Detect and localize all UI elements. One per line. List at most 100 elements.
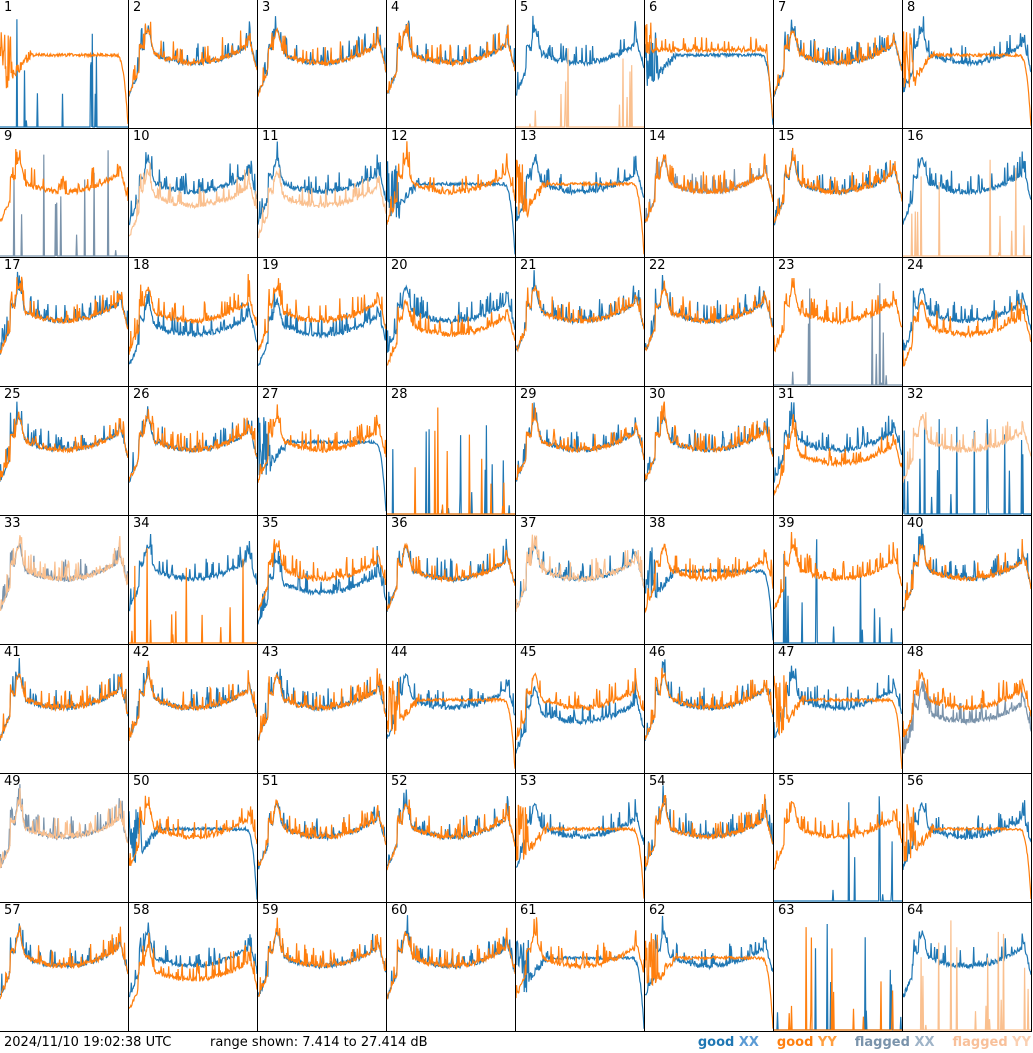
panel-number: 2 bbox=[133, 0, 142, 15]
spectrum-panel-5: 5 bbox=[516, 0, 645, 129]
spectrum-panel-21: 21 bbox=[516, 258, 645, 387]
series-yy-line bbox=[0, 925, 128, 1000]
series-yy-line bbox=[645, 22, 773, 119]
series-xx-line bbox=[387, 672, 515, 739]
series-yy-line bbox=[516, 159, 644, 255]
spectrum-plot bbox=[903, 287, 1031, 367]
panel-number: 48 bbox=[907, 645, 924, 660]
panel-number: 34 bbox=[133, 516, 150, 531]
spectrum-panel-29: 29 bbox=[516, 387, 645, 516]
panel-number: 40 bbox=[907, 516, 924, 531]
panel-number: 46 bbox=[649, 645, 666, 660]
series-xx-line bbox=[387, 789, 515, 867]
spectrum-plot bbox=[774, 531, 902, 644]
spectrum-plot bbox=[645, 915, 773, 1029]
spectrum-plot bbox=[129, 406, 257, 483]
spectrum-plot bbox=[516, 667, 644, 754]
series-yy-line bbox=[516, 284, 644, 353]
spectrum-plot bbox=[903, 920, 1031, 1031]
series-yy-line bbox=[129, 273, 257, 355]
spectrum-panel-27: 27 bbox=[258, 387, 387, 516]
panel-number: 32 bbox=[907, 387, 924, 402]
spectrum-plot bbox=[903, 151, 1031, 257]
spectrum-panel-63: 63 bbox=[774, 903, 903, 1032]
panel-number: 47 bbox=[778, 645, 795, 660]
series-yy-line bbox=[903, 31, 1031, 126]
spectrum-plot bbox=[258, 16, 386, 97]
spectrum-panel-53: 53 bbox=[516, 774, 645, 903]
series-yy-line bbox=[0, 411, 128, 481]
series-xx-line bbox=[516, 154, 644, 222]
spectrum-panel-61: 61 bbox=[516, 903, 645, 1032]
spectrum-panel-47: 47 bbox=[774, 645, 903, 774]
spectrum-panel-31: 31 bbox=[774, 387, 903, 516]
panel-number: 55 bbox=[778, 774, 795, 789]
spectrum-plot bbox=[774, 796, 902, 902]
spectrum-panel-60: 60 bbox=[387, 903, 516, 1032]
spectrum-panel-49: 49 bbox=[0, 774, 129, 903]
series-xx-line bbox=[258, 668, 386, 741]
series-yy-line bbox=[129, 795, 257, 866]
spectrum-panel-32: 32 bbox=[903, 387, 1032, 516]
series-yy-line bbox=[903, 804, 1031, 900]
panel-number: 63 bbox=[778, 903, 795, 918]
spectrum-panel-24: 24 bbox=[903, 258, 1032, 387]
panel-number: 4 bbox=[391, 0, 400, 15]
series-yy-line bbox=[387, 22, 515, 94]
panel-number: 1 bbox=[4, 0, 13, 15]
series-xx-line bbox=[903, 528, 1031, 611]
series-xx-line bbox=[903, 930, 1031, 998]
series-xx-line bbox=[645, 659, 773, 742]
panel-number: 26 bbox=[133, 387, 150, 402]
series-yy-line bbox=[774, 531, 902, 610]
spectrum-plot bbox=[129, 533, 257, 644]
spectrum-panel-38: 38 bbox=[645, 516, 774, 645]
series-xx-line bbox=[774, 539, 902, 644]
series-yy-line bbox=[258, 799, 386, 866]
series-yy-line bbox=[387, 678, 515, 769]
series-yy-line bbox=[0, 788, 128, 869]
panel-number: 19 bbox=[262, 258, 279, 273]
spectrum-plot bbox=[258, 404, 386, 512]
legend-flagged-xx: flagged XX bbox=[855, 1033, 935, 1053]
series-yy-line bbox=[258, 539, 386, 611]
spectrum-panel-45: 45 bbox=[516, 645, 645, 774]
series-xx-line bbox=[0, 19, 128, 128]
spectrum-panel-4: 4 bbox=[387, 0, 516, 129]
spectrum-plot bbox=[387, 141, 515, 255]
series-xx-line bbox=[258, 16, 386, 93]
series-xx-line bbox=[387, 538, 515, 612]
series-yy-line bbox=[0, 148, 128, 222]
spectrum-panel-43: 43 bbox=[258, 645, 387, 774]
series-yy-line bbox=[0, 32, 128, 125]
spectrum-plot bbox=[0, 535, 128, 611]
panel-number: 24 bbox=[907, 258, 924, 273]
panel-number: 35 bbox=[262, 516, 279, 531]
spectrum-panel-13: 13 bbox=[516, 129, 645, 258]
spectrum-plot bbox=[516, 15, 644, 128]
spectrum-panel-34: 34 bbox=[129, 516, 258, 645]
panel-number: 23 bbox=[778, 258, 795, 273]
series-xx-line bbox=[774, 796, 902, 902]
spectrum-plot bbox=[258, 799, 386, 870]
panel-number: 17 bbox=[4, 258, 21, 273]
spectrum-panel-9: 9 bbox=[0, 129, 129, 258]
spectrum-plot bbox=[645, 543, 773, 641]
spectrum-panel-46: 46 bbox=[645, 645, 774, 774]
series-xx-line bbox=[0, 658, 128, 741]
panel-number: 59 bbox=[262, 903, 279, 918]
series-yy-line bbox=[129, 21, 257, 96]
spectrum-plot bbox=[516, 270, 644, 353]
series-yy-line bbox=[129, 933, 257, 1009]
panel-number: 11 bbox=[262, 129, 279, 144]
series-xx-line bbox=[516, 678, 644, 754]
series-yy-line bbox=[516, 48, 644, 128]
series-yy-line bbox=[258, 26, 386, 97]
panel-number: 9 bbox=[4, 129, 13, 144]
panel-number: 50 bbox=[133, 774, 150, 789]
spectrum-panel-44: 44 bbox=[387, 645, 516, 774]
series-yy-line bbox=[903, 412, 1031, 484]
spectrum-plot bbox=[258, 917, 386, 998]
panel-number: 42 bbox=[133, 645, 150, 660]
series-xx-line bbox=[258, 141, 386, 225]
